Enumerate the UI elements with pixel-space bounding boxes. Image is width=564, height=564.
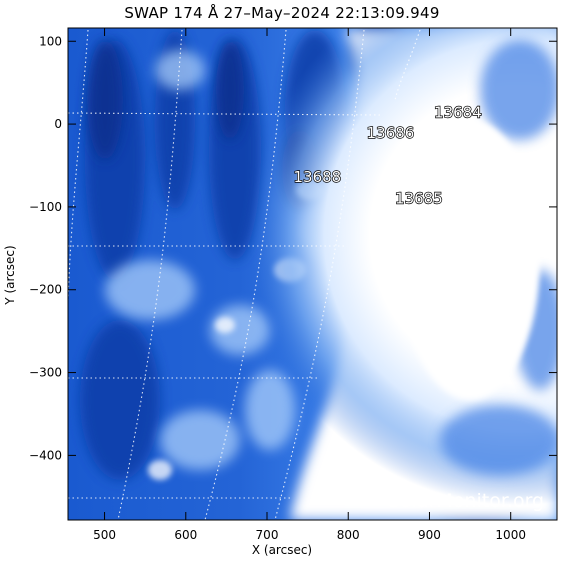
x-tick-label: 900 — [418, 528, 441, 542]
y-tick-label: −400 — [29, 448, 62, 462]
active-region-label: 13686 — [367, 124, 415, 142]
x-axis-label: X (arcsec) — [251, 543, 313, 557]
y-tick-label: 100 — [39, 34, 62, 48]
active-region-label: 13688 — [294, 168, 342, 186]
heliographic-grid — [68, 29, 421, 520]
y-tick-label: −300 — [29, 366, 62, 380]
x-tick-label: 800 — [337, 528, 360, 542]
active-region-labels: 13684 13686 13688 13685 — [293, 103, 483, 209]
y-tick-label: 0 — [54, 117, 62, 131]
x-tick-label: 600 — [174, 528, 197, 542]
x-tick-label: 700 — [256, 528, 279, 542]
y-tick-label: −100 — [29, 200, 62, 214]
image-title: SWAP 174 Å 27–May–2024 22:13:09.949 — [124, 4, 440, 22]
y-axis-ticks: 100 0 −100 −200 −300 −400 — [29, 34, 557, 462]
y-tick-label: −200 — [29, 283, 62, 297]
x-axis-ticks: 500 600 700 800 900 1000 — [93, 28, 526, 542]
active-region-label: 13684 — [434, 103, 482, 121]
active-region-label: 13685 — [395, 190, 443, 208]
plot-frame — [67, 27, 558, 521]
solar-disk-image — [68, 28, 557, 520]
y-axis-label: Y (arcsec) — [3, 245, 17, 305]
x-tick-label: 1000 — [495, 528, 526, 542]
watermark-text: SolarMonitor.org — [388, 490, 544, 512]
x-tick-label: 500 — [93, 528, 116, 542]
